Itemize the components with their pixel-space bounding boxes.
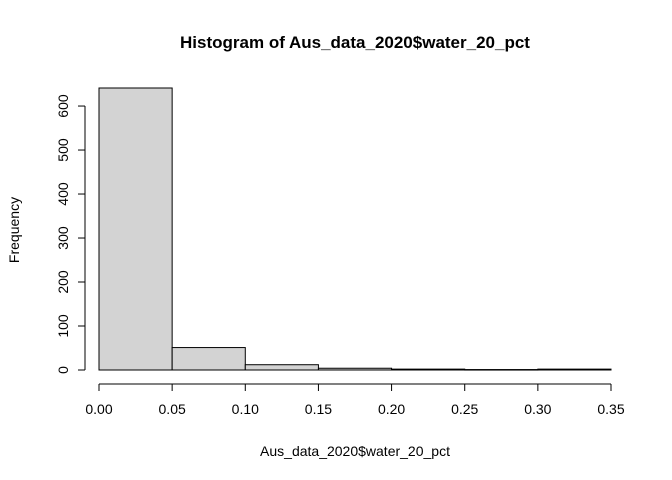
x-tick-label: 0.30	[524, 401, 551, 417]
y-axis-label: Frequency	[6, 197, 22, 263]
x-tick-label: 0.15	[305, 401, 332, 417]
chart-title: Histogram of Aus_data_2020$water_20_pct	[180, 33, 530, 52]
y-tick-label: 600	[55, 94, 71, 118]
y-tick-label: 200	[55, 270, 71, 294]
histogram-bar-4	[391, 368, 466, 371]
x-tick-label: 0.35	[597, 401, 624, 417]
histogram-bar-0	[98, 87, 173, 371]
y-tick-label: 500	[55, 138, 71, 162]
histogram-bar-5	[464, 369, 539, 371]
x-tick-label: 0.20	[378, 401, 405, 417]
x-tick-label: 0.25	[451, 401, 478, 417]
y-axis: 0 100 200 300 400 500 600	[55, 94, 86, 374]
x-axis: 0.00 0.05 0.10 0.15 0.20 0.25 0.30 0.35	[85, 383, 625, 417]
x-axis-label: Aus_data_2020$water_20_pct	[260, 443, 450, 459]
histogram-bar-6	[537, 368, 612, 371]
y-tick-label: 400	[55, 182, 71, 206]
y-tick-label: 0	[55, 366, 71, 374]
x-tick-label: 0.10	[232, 401, 259, 417]
x-tick-label: 0.05	[159, 401, 186, 417]
histogram-bar-2	[244, 364, 319, 371]
x-tick-label: 0.00	[85, 401, 112, 417]
y-tick-label: 100	[55, 314, 71, 338]
histogram-bar-3	[317, 367, 393, 371]
histogram-bars	[98, 87, 612, 371]
y-tick-label: 300	[55, 226, 71, 250]
histogram-bar-1	[171, 347, 246, 371]
